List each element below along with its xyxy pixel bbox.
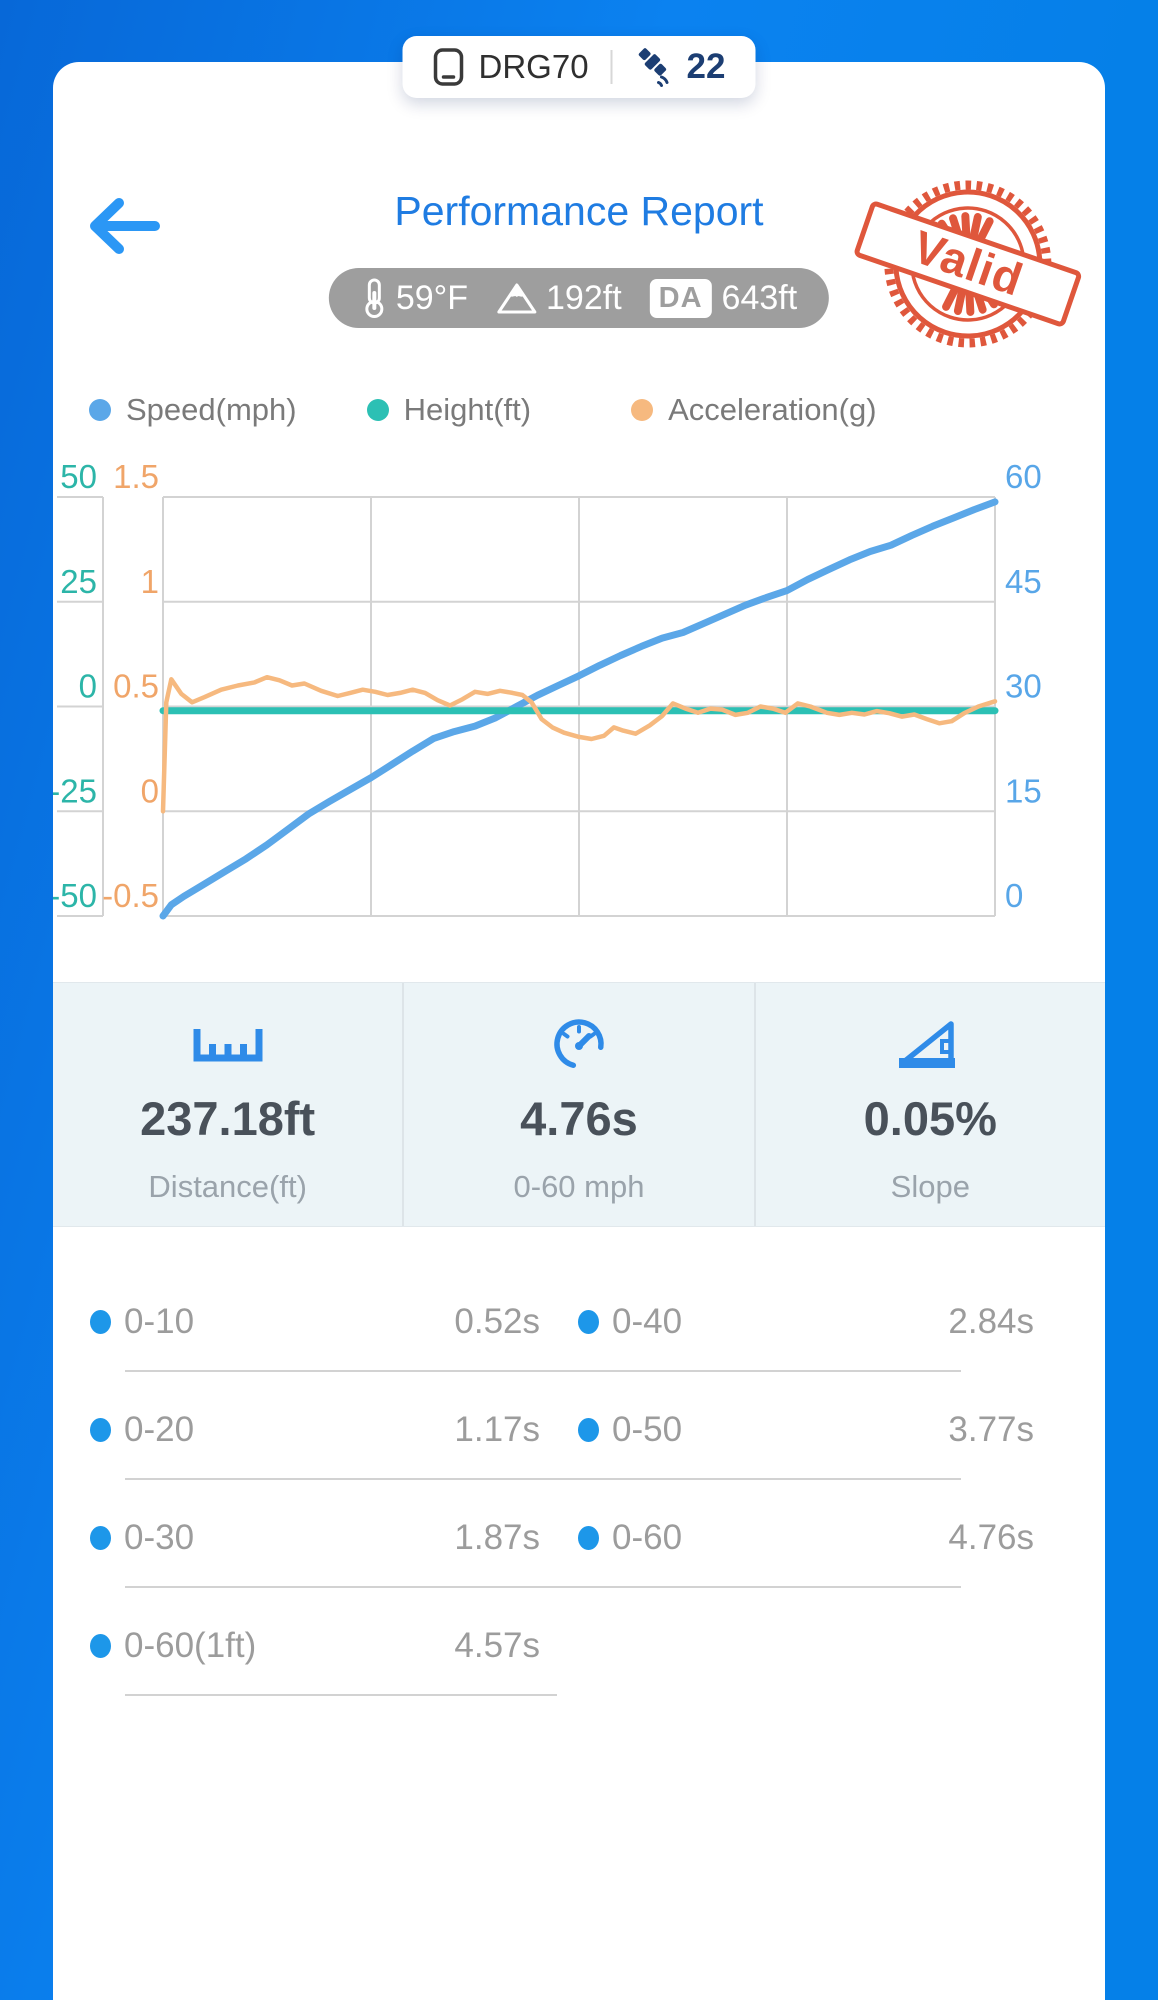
- density-altitude-value: 643ft: [721, 278, 798, 317]
- split-item-0-60-1ft: 0-60(1ft) 4.57s: [90, 1624, 540, 1668]
- split-item-0-20: 0-20 1.17s: [90, 1408, 540, 1452]
- bullet-dot-icon: [90, 1418, 111, 1442]
- device-icon: [433, 47, 465, 87]
- bullet-dot-icon: [90, 1634, 111, 1658]
- row-divider: [125, 1370, 961, 1372]
- split-item-0-40: 0-40 2.84s: [578, 1300, 1034, 1344]
- pill-divider: [610, 50, 613, 84]
- chart-legend: Speed(mph) Height(ft) Acceleration(g): [89, 392, 877, 428]
- stat-distance: 237.18ft Distance(ft): [53, 983, 402, 1226]
- temperature-value: 59°F: [395, 278, 469, 317]
- split-label: 0-30: [124, 1518, 195, 1557]
- svg-text:-50: -50: [53, 877, 97, 914]
- slope-value: 0.05%: [863, 1092, 997, 1145]
- split-value: 2.84s: [948, 1302, 1034, 1341]
- environment-pill: 59°F 192ft DA 643ft: [328, 268, 830, 328]
- performance-chart[interactable]: 50 25 0 -25 -50 1.5 1 0.5 0 -0.5 60 45 30 15 0: [49, 447, 1105, 947]
- split-value: 3.77s: [948, 1410, 1034, 1449]
- row-divider: [125, 1478, 961, 1480]
- device-pill[interactable]: DRG70 22: [402, 36, 756, 98]
- split-value: 4.76s: [948, 1518, 1034, 1557]
- thermometer-icon: [365, 278, 384, 318]
- svg-text:30: 30: [1005, 668, 1042, 705]
- split-row-3: 0-30 1.87s 0-60 4.76s: [90, 1516, 1034, 1624]
- satellite-icon: [635, 46, 677, 88]
- legend-item-height[interactable]: Height(ft): [366, 392, 532, 428]
- split-row-2: 0-20 1.17s 0-50 3.77s: [90, 1408, 1034, 1516]
- svg-text:0.5: 0.5: [113, 668, 159, 705]
- zero-to-sixty-label: 0-60 mph: [513, 1169, 645, 1204]
- back-button[interactable]: [83, 194, 163, 258]
- split-label: 0-40: [612, 1302, 683, 1341]
- bullet-dot-icon: [578, 1526, 599, 1550]
- distance-value: 237.18ft: [140, 1092, 316, 1145]
- speed-legend-dot: [89, 399, 111, 421]
- altitude-value: 192ft: [546, 278, 622, 317]
- height-legend-label: Height(ft): [403, 392, 532, 427]
- split-value: 1.87s: [454, 1518, 540, 1557]
- svg-text:1.5: 1.5: [113, 458, 159, 495]
- svg-text:0: 0: [1005, 877, 1023, 914]
- split-label: 0-60(1ft): [124, 1626, 257, 1665]
- stat-zero-to-sixty: 4.76s 0-60 mph: [402, 983, 753, 1226]
- split-row-1: 0-10 0.52s 0-40 2.84s: [90, 1300, 1034, 1408]
- legend-item-speed[interactable]: Speed(mph): [89, 392, 297, 428]
- speed-legend-label: Speed(mph): [126, 392, 297, 427]
- svg-text:60: 60: [1005, 458, 1042, 495]
- page-title: Performance Report: [394, 188, 764, 234]
- device-name: DRG70: [478, 48, 589, 85]
- distance-label: Distance(ft): [148, 1169, 307, 1204]
- slope-label: Slope: [890, 1169, 970, 1204]
- bullet-dot-icon: [90, 1526, 111, 1550]
- bullet-dot-icon: [578, 1310, 599, 1334]
- row-divider: [125, 1586, 961, 1588]
- svg-text:45: 45: [1005, 563, 1042, 600]
- svg-text:50: 50: [60, 458, 97, 495]
- split-value: 1.17s: [454, 1410, 540, 1449]
- ruler-icon: [190, 1015, 266, 1073]
- da-badge: DA: [649, 278, 712, 318]
- acceleration-legend-label: Acceleration(g): [668, 392, 877, 427]
- svg-text:25: 25: [60, 563, 97, 600]
- split-label: 0-60: [612, 1518, 683, 1557]
- split-item-0-50: 0-50 3.77s: [578, 1408, 1034, 1452]
- acceleration-legend-dot: [631, 399, 654, 421]
- speedometer-icon: [550, 1015, 608, 1073]
- bullet-dot-icon: [90, 1310, 111, 1334]
- split-times-list: 0-10 0.52s 0-40 2.84s 0-20 1.17s: [90, 1300, 1034, 1732]
- split-row-4: 0-60(1ft) 4.57s: [90, 1624, 1034, 1732]
- report-card: Performance Report 59°F 192ft DA 643ft: [49, 62, 1105, 2000]
- split-item-0-60: 0-60 4.76s: [578, 1516, 1034, 1560]
- row-divider: [125, 1694, 557, 1696]
- svg-text:0: 0: [79, 668, 97, 705]
- split-label: 0-50: [612, 1410, 683, 1449]
- stat-slope: 0.05% Slope: [753, 983, 1105, 1226]
- svg-text:-0.5: -0.5: [102, 877, 159, 914]
- svg-text:0: 0: [141, 772, 159, 809]
- svg-text:15: 15: [1005, 772, 1042, 809]
- altitude-group: 192ft: [496, 279, 622, 318]
- split-item-0-30: 0-30 1.87s: [90, 1516, 540, 1560]
- svg-text:-25: -25: [53, 772, 97, 809]
- mountain-icon: [497, 283, 537, 314]
- split-item-0-10: 0-10 0.52s: [90, 1300, 540, 1344]
- svg-text:1: 1: [141, 563, 159, 600]
- bullet-dot-icon: [578, 1418, 599, 1442]
- split-value: 4.57s: [454, 1626, 540, 1665]
- split-value: 0.52s: [454, 1302, 540, 1341]
- satellite-count: 22: [686, 47, 726, 86]
- density-altitude-group: DA 643ft: [649, 278, 798, 318]
- stats-band: 237.18ft Distance(ft) 4.76s 0-60 mph: [53, 982, 1105, 1227]
- zero-to-sixty-value: 4.76s: [520, 1092, 638, 1145]
- height-legend-dot: [366, 399, 389, 421]
- slope-icon: [897, 1015, 963, 1073]
- valid-stamp: Valid: [854, 167, 1082, 367]
- temperature-group: 59°F: [361, 277, 468, 319]
- split-label: 0-10: [124, 1302, 195, 1341]
- legend-item-acceleration[interactable]: Acceleration(g): [631, 392, 877, 428]
- back-arrow-icon: [90, 198, 160, 254]
- split-label: 0-20: [124, 1410, 195, 1449]
